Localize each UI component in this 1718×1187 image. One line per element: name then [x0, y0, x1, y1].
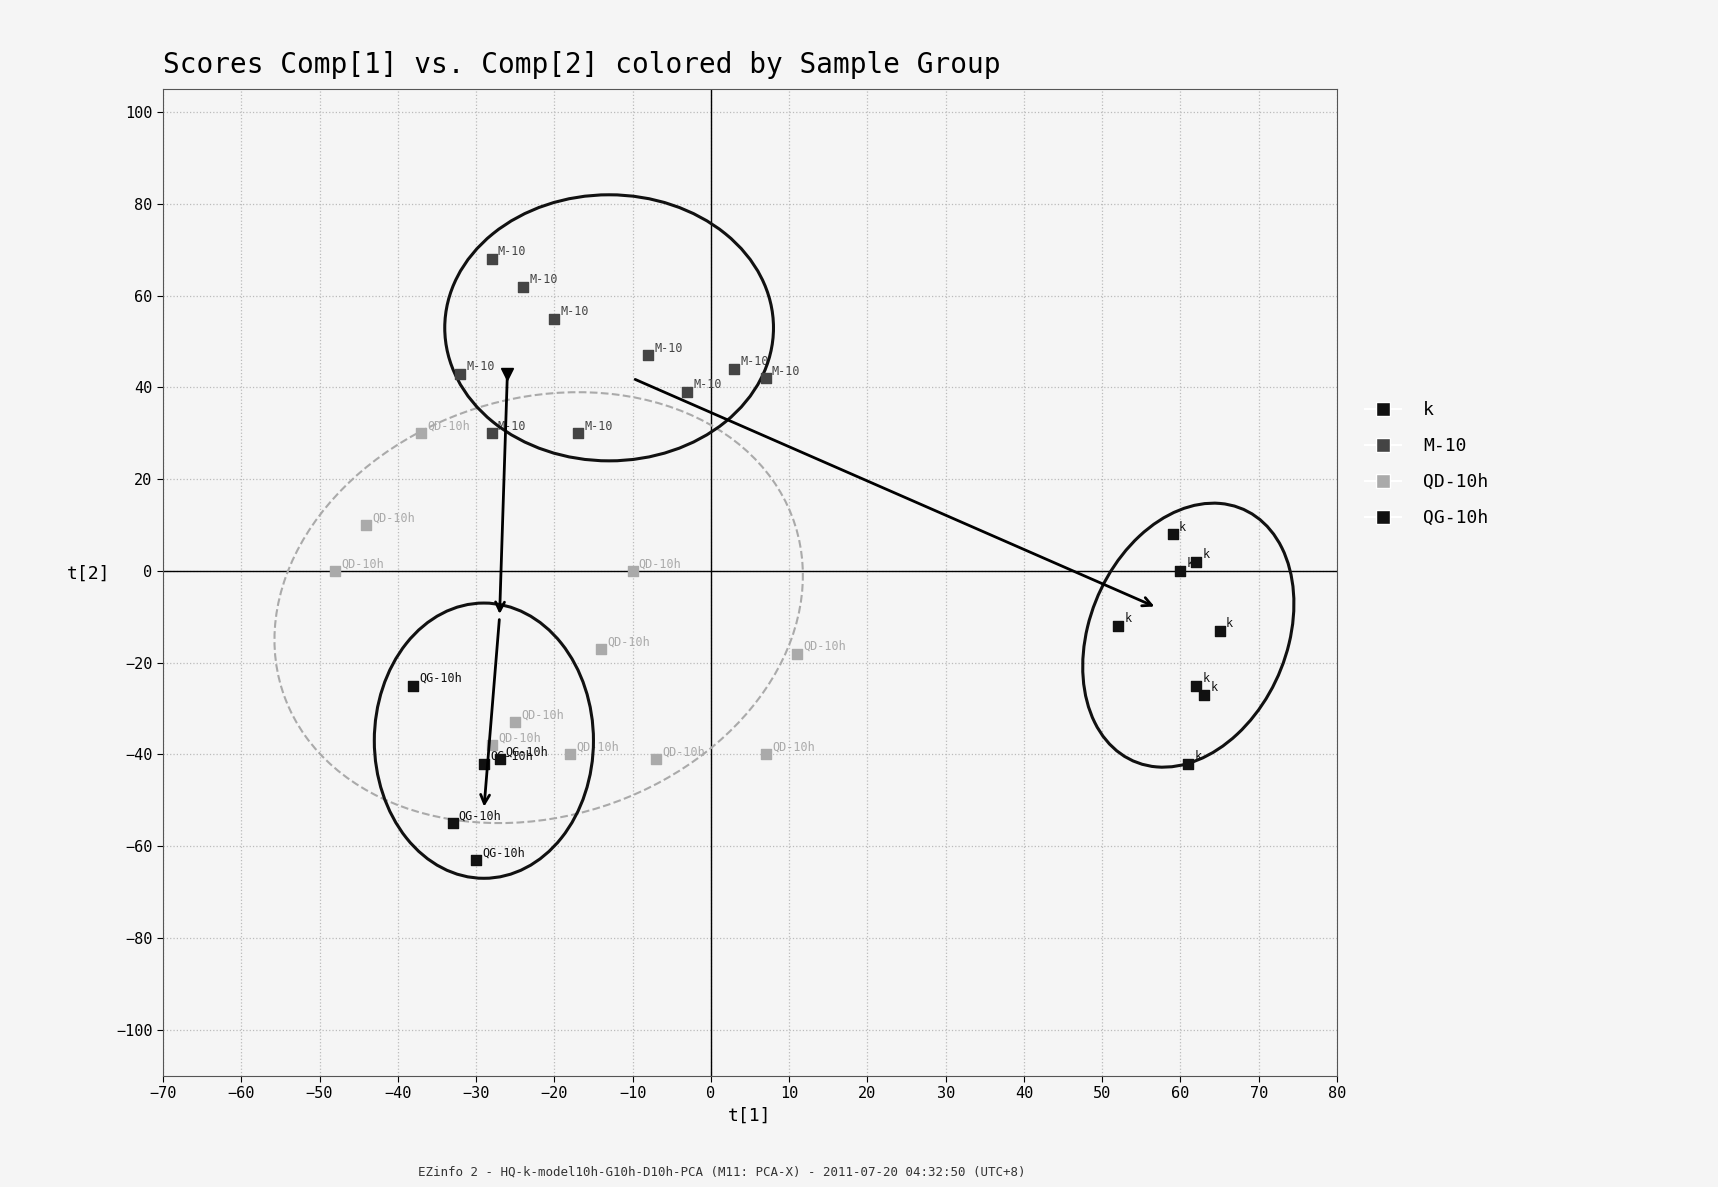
Point	[486, 749, 514, 768]
Text: k: k	[1179, 521, 1185, 534]
Text: k: k	[1209, 681, 1218, 694]
Point	[673, 382, 701, 401]
Point	[783, 645, 811, 664]
Point	[541, 309, 569, 328]
Point	[588, 640, 615, 659]
Text: QG-10h: QG-10h	[419, 672, 462, 685]
Point	[643, 749, 670, 768]
X-axis label: t[1]: t[1]	[728, 1106, 771, 1124]
Point	[509, 277, 536, 296]
Text: QD-10h: QD-10h	[608, 635, 651, 648]
Point	[400, 677, 428, 696]
Point	[1206, 621, 1234, 640]
Point	[447, 364, 474, 383]
Text: M-10: M-10	[560, 305, 589, 318]
Point	[752, 369, 780, 388]
Text: QD-10h: QD-10h	[342, 557, 385, 570]
Text: QG-10h: QG-10h	[459, 810, 502, 823]
Text: QD-10h: QD-10h	[576, 741, 618, 754]
Text: k: k	[1203, 548, 1209, 561]
Text: QG-10h: QG-10h	[490, 750, 533, 763]
Text: QD-10h: QD-10h	[428, 420, 471, 432]
Point	[1105, 616, 1132, 635]
Point	[752, 745, 780, 764]
Text: M-10: M-10	[467, 360, 495, 373]
Point	[1182, 552, 1209, 571]
Point	[321, 561, 349, 580]
Text: Scores Comp[1] vs. Comp[2] colored by Sample Group: Scores Comp[1] vs. Comp[2] colored by Sa…	[163, 51, 1000, 78]
Point	[502, 713, 529, 732]
Text: QD-10h: QD-10h	[771, 741, 814, 754]
Text: QG-10h: QG-10h	[483, 846, 526, 859]
Text: QD-10h: QD-10h	[804, 640, 845, 653]
Text: QD-10h: QD-10h	[639, 557, 682, 570]
Text: k: k	[1194, 750, 1201, 763]
Text: M-10: M-10	[771, 364, 801, 377]
Text: EZinfo 2 - HQ-k-model10h-G10h-D10h-PCA (M11: PCA-X) - 2011-07-20 04:32:50 (UTC+8: EZinfo 2 - HQ-k-model10h-G10h-D10h-PCA (…	[417, 1166, 1026, 1179]
Text: M-10: M-10	[498, 420, 526, 432]
Text: k: k	[1227, 617, 1234, 630]
Point	[478, 736, 505, 755]
Legend: k, M-10, QD-10h, QG-10h: k, M-10, QD-10h, QG-10h	[1357, 394, 1495, 534]
Point	[478, 424, 505, 443]
Text: M-10: M-10	[498, 246, 526, 259]
Point	[407, 424, 435, 443]
Point	[557, 745, 584, 764]
Text: QG-10h: QG-10h	[505, 745, 548, 758]
Point	[471, 754, 498, 773]
Text: k: k	[1203, 672, 1209, 685]
Point	[720, 360, 747, 379]
Text: M-10: M-10	[584, 420, 613, 432]
Y-axis label: t[2]: t[2]	[67, 564, 110, 583]
Text: k: k	[1187, 557, 1194, 570]
Text: M-10: M-10	[529, 273, 558, 286]
Point	[1191, 685, 1218, 704]
Text: QD-10h: QD-10h	[522, 709, 564, 722]
Point	[1182, 677, 1209, 696]
Point	[564, 424, 591, 443]
Text: M-10: M-10	[740, 355, 770, 368]
Point	[478, 249, 505, 268]
Text: k: k	[1124, 612, 1130, 626]
Text: QD-10h: QD-10h	[663, 745, 704, 758]
Point	[634, 345, 661, 364]
Point	[618, 561, 646, 580]
Text: M-10: M-10	[655, 342, 684, 355]
Point	[1175, 754, 1203, 773]
Text: M-10: M-10	[694, 379, 722, 392]
Text: QD-10h: QD-10h	[498, 731, 541, 744]
Point	[1167, 561, 1194, 580]
Point	[438, 814, 466, 833]
Point	[352, 515, 380, 534]
Text: QD-10h: QD-10h	[373, 512, 416, 525]
Point	[462, 850, 490, 869]
Point	[1160, 525, 1187, 544]
